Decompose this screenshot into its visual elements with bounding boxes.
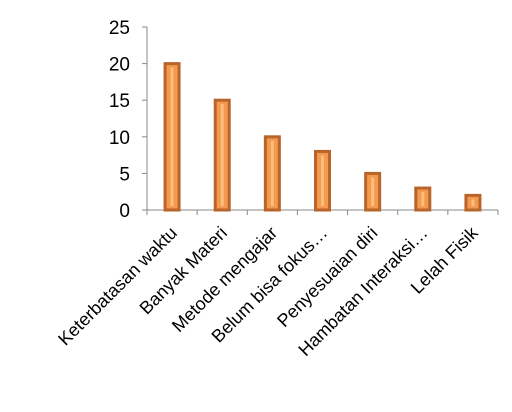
y-tick-label: 5 bbox=[119, 164, 130, 185]
bars bbox=[163, 62, 482, 212]
bar-highlight bbox=[170, 67, 174, 206]
bar-highlight bbox=[421, 192, 425, 206]
bar bbox=[314, 149, 331, 212]
y-axis: 0 5 10 15 20 25 bbox=[109, 18, 148, 222]
bar bbox=[364, 171, 382, 212]
y-tick-label: 20 bbox=[109, 55, 130, 76]
bar bbox=[464, 193, 482, 212]
bar bbox=[163, 62, 181, 212]
bar-highlight bbox=[270, 140, 274, 206]
y-tick-label: 10 bbox=[109, 128, 130, 149]
bar-highlight bbox=[371, 177, 375, 206]
y-tick-label: 25 bbox=[109, 18, 130, 39]
y-tick-label: 15 bbox=[109, 91, 130, 112]
bar bbox=[414, 186, 432, 212]
bar-highlight bbox=[321, 155, 324, 206]
bar bbox=[213, 98, 231, 212]
bar-highlight bbox=[471, 199, 475, 206]
y-tick-label: 0 bbox=[119, 201, 130, 222]
bar bbox=[263, 135, 281, 212]
bar-highlight bbox=[220, 104, 224, 206]
x-category-label: Banyak Materi bbox=[136, 223, 232, 319]
